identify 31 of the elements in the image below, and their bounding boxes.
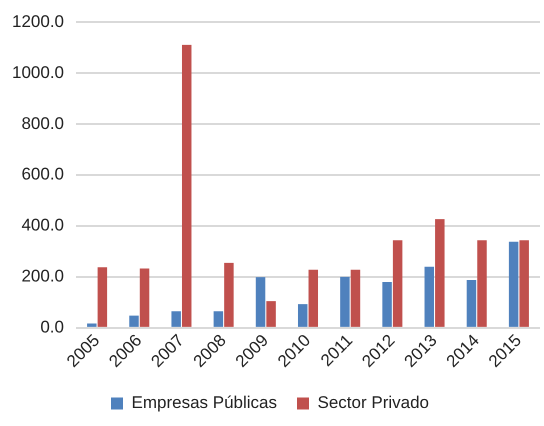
bar: [477, 240, 487, 327]
bar: [508, 242, 518, 327]
y-tick-label: 0.0: [40, 318, 64, 337]
y-tick-label: 800.0: [21, 114, 64, 133]
bar: [182, 44, 192, 327]
bar: [87, 324, 97, 327]
legend-label: Sector Privado: [318, 393, 430, 412]
bar: [392, 240, 402, 327]
y-tick-label: 600.0: [21, 164, 64, 184]
bar: [129, 316, 139, 327]
bar: [308, 270, 318, 327]
legend-label: Empresas Públicas: [132, 393, 278, 412]
y-tick-label: 200.0: [21, 266, 64, 286]
bar: [350, 270, 360, 327]
bar: [519, 240, 529, 327]
bar: [466, 280, 476, 327]
bar: [340, 276, 350, 327]
bar: [424, 266, 434, 327]
bar: [382, 282, 392, 327]
y-tick-label: 1200.0: [12, 12, 64, 31]
bar: [98, 267, 108, 327]
bar: [214, 311, 224, 327]
bar: [298, 304, 308, 327]
y-tick-label: 400.0: [21, 216, 64, 235]
bar: [140, 268, 150, 327]
bar: [224, 262, 234, 327]
bar: [435, 219, 445, 327]
y-tick-label: 1000.0: [12, 62, 64, 82]
bar: [256, 277, 266, 327]
bar: [171, 311, 181, 327]
bar: [266, 301, 276, 327]
